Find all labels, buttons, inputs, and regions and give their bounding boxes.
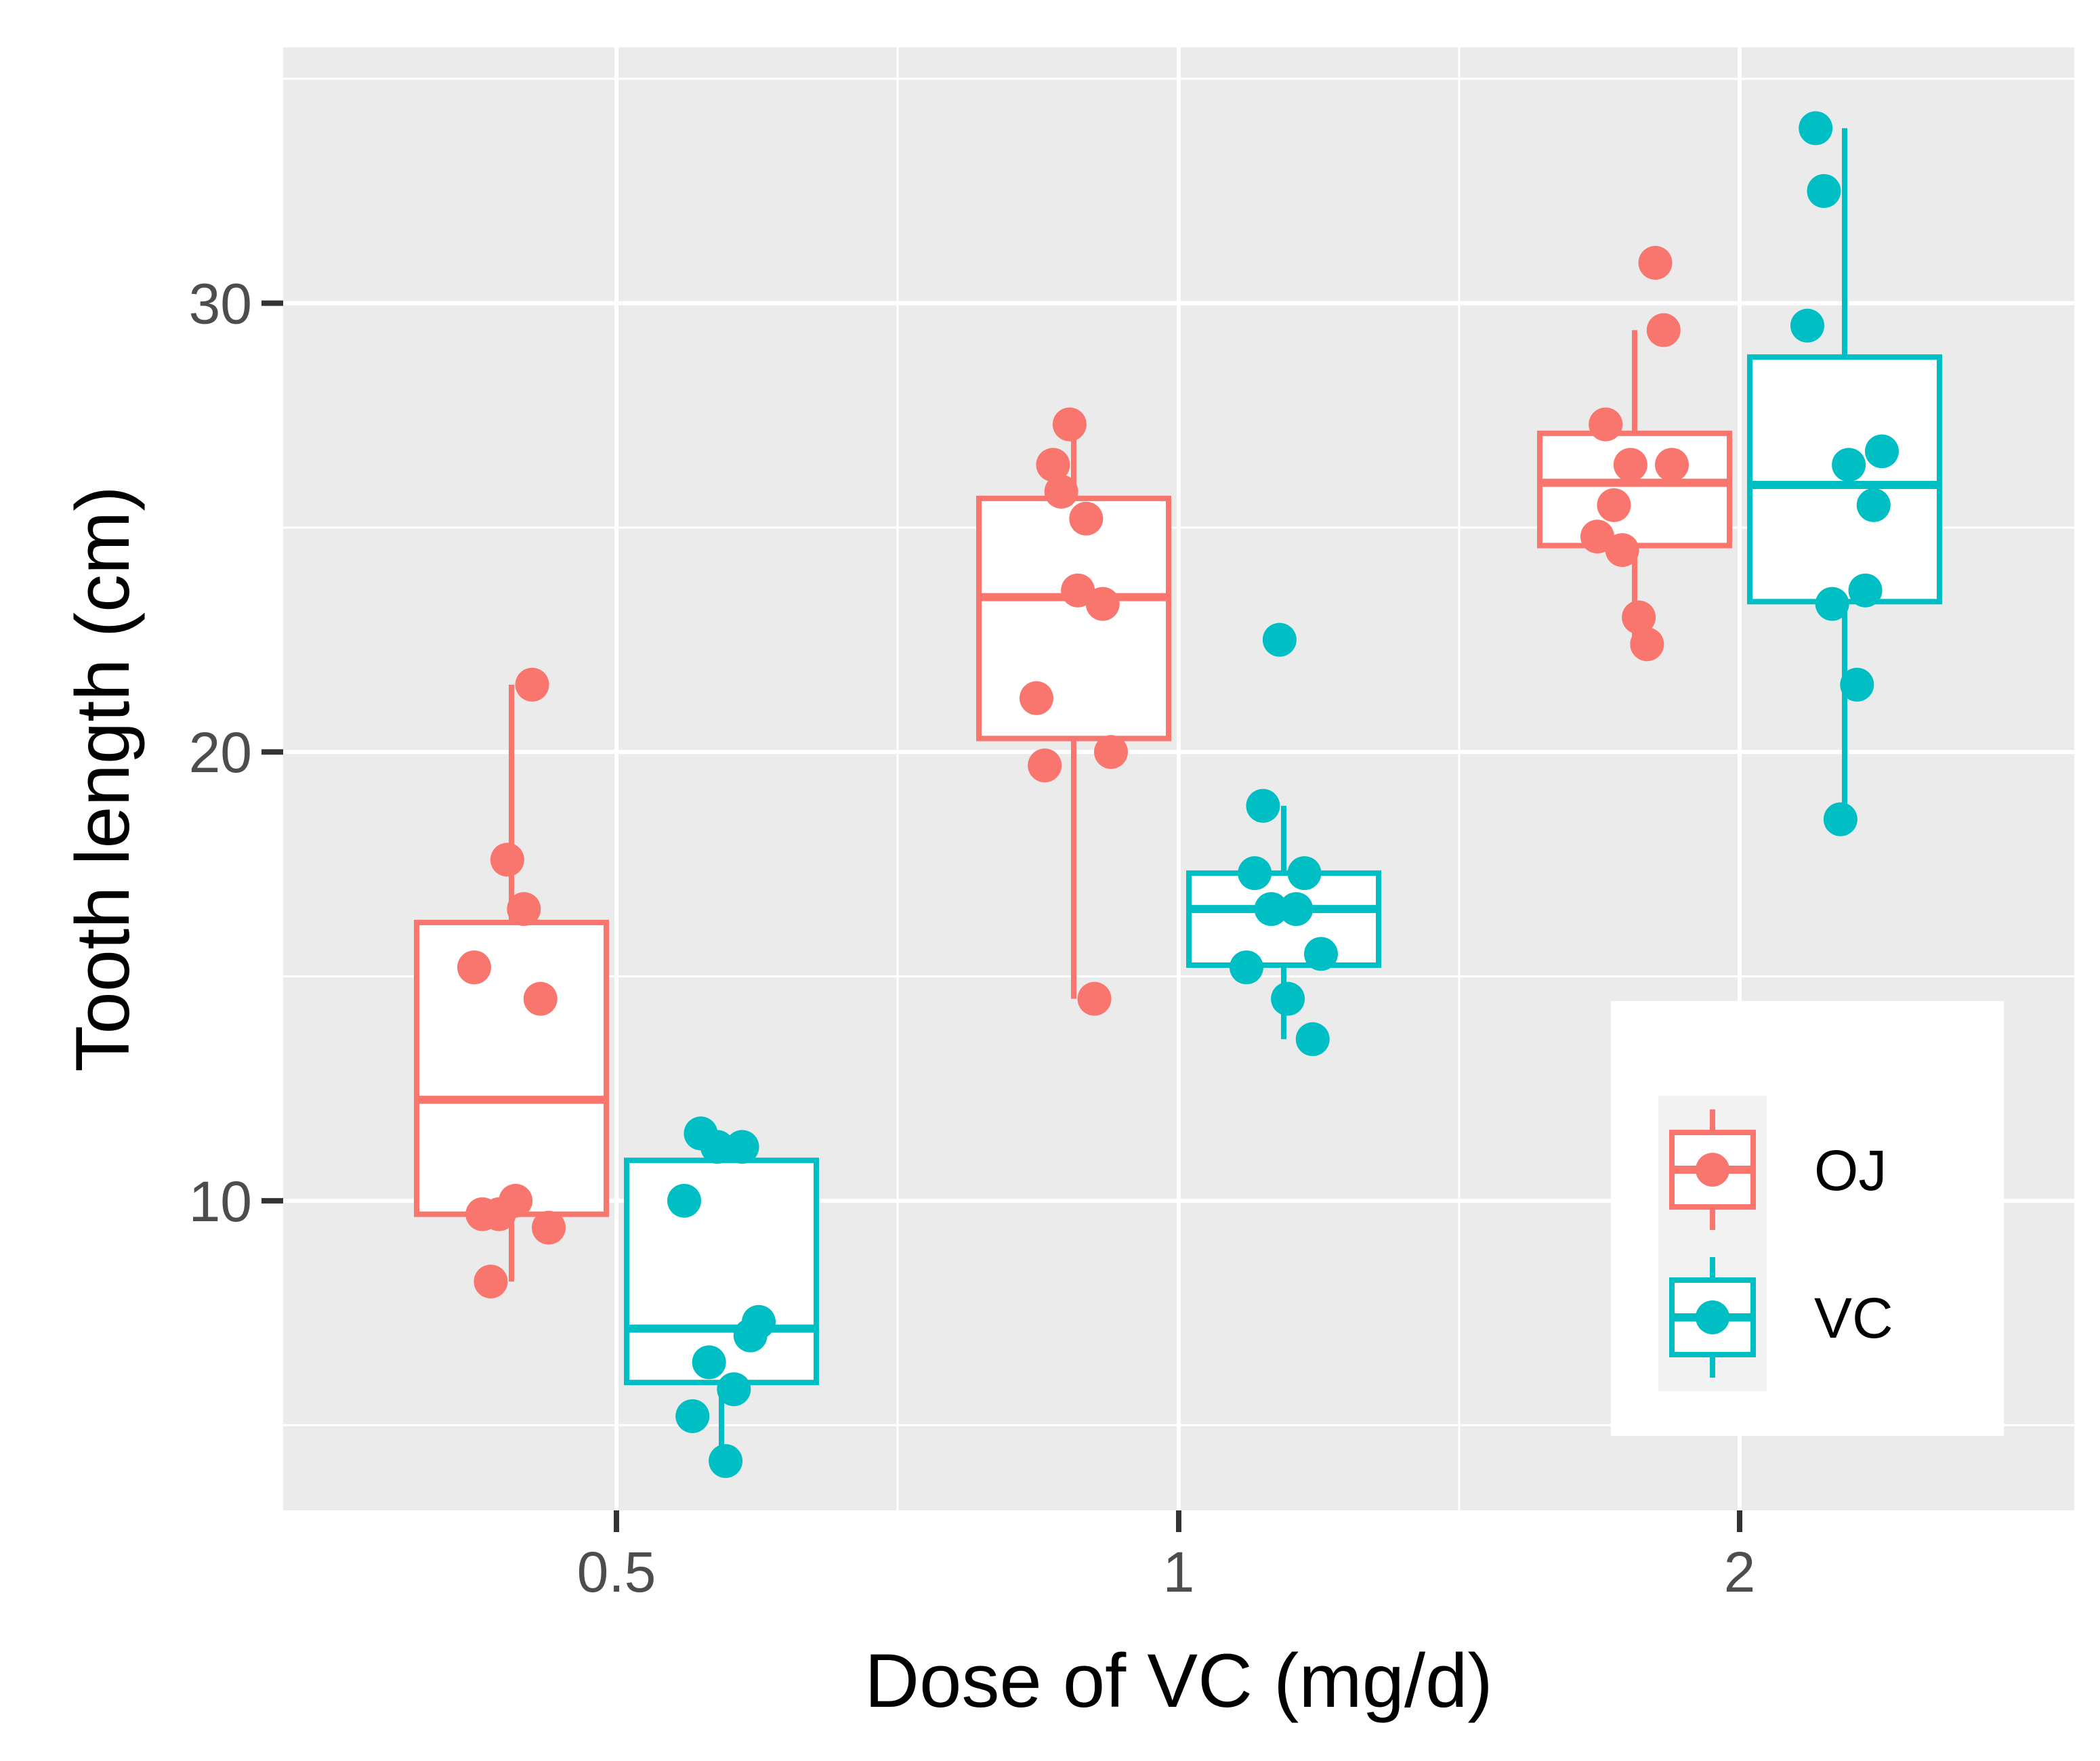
- oj-point-2: [1622, 600, 1656, 635]
- vc-point-1: [1295, 1022, 1330, 1057]
- oj-point-0.5: [457, 950, 491, 985]
- oj-point-1: [1052, 407, 1087, 442]
- vc-point-2: [1856, 488, 1891, 522]
- vc-point-0.5: [717, 1372, 751, 1407]
- oj-point-2: [1613, 448, 1647, 482]
- vc-point-0.5: [667, 1183, 701, 1218]
- oj-point-2: [1638, 246, 1673, 280]
- oj-point-1: [1077, 981, 1112, 1016]
- vc-point-0.5: [675, 1399, 710, 1433]
- oj-point-1: [1044, 474, 1078, 509]
- oj-point-0.5: [523, 981, 558, 1016]
- oj-point-2: [1605, 533, 1639, 568]
- oj-point-1: [1028, 748, 1062, 783]
- y-axis: 10 20 30: [189, 272, 283, 1233]
- vc-point-2: [1848, 573, 1883, 608]
- vc-point-1: [1262, 622, 1297, 657]
- x-tick-label: 2: [1724, 1540, 1756, 1604]
- x-tick-label: 0.5: [577, 1540, 656, 1604]
- boxplots: [414, 128, 1942, 1462]
- vc-point-1: [1287, 856, 1322, 891]
- legend: OJ VC: [1611, 1001, 2004, 1436]
- y-axis-title: Tooth length (cm): [60, 486, 145, 1072]
- vc-box-0.5: [624, 1158, 819, 1386]
- x-tick-label: 1: [1163, 1540, 1195, 1604]
- vc-point-2: [1832, 448, 1866, 482]
- vc-box-2: [1747, 354, 1942, 605]
- oj-point-1: [1085, 587, 1120, 621]
- oj-point-2: [1630, 627, 1664, 662]
- oj-point-1: [1061, 573, 1095, 608]
- vc-point-1: [1279, 892, 1314, 927]
- y-tick-label: 10: [189, 1170, 252, 1233]
- y-tick-label: 20: [189, 721, 252, 784]
- vc-point-0.5: [709, 1444, 743, 1479]
- vc-point-0.5: [700, 1130, 734, 1164]
- legend-keys: OJ VC: [1658, 1096, 1893, 1391]
- oj-point-1: [1036, 448, 1070, 482]
- vc-point-2: [1815, 587, 1849, 621]
- jitter-points: [457, 111, 1899, 1479]
- oj-point-0.5: [474, 1265, 508, 1299]
- vc-point-0.5: [733, 1318, 768, 1353]
- vc-point-1: [1238, 856, 1272, 891]
- legend-label-vc: VC: [1814, 1286, 1893, 1350]
- oj-point-0.5: [490, 843, 524, 877]
- y-tick-label: 30: [189, 272, 252, 336]
- oj-point-2: [1589, 407, 1623, 442]
- oj-point-2: [1580, 519, 1614, 554]
- x-axis-title: Dose of VC (mg/d): [864, 1638, 1492, 1723]
- vc-point-1: [1254, 892, 1288, 927]
- oj-point-2: [1597, 488, 1631, 522]
- oj-box-1: [976, 495, 1171, 742]
- oj-point-0.5: [515, 667, 549, 702]
- oj-point-0.5: [532, 1210, 566, 1245]
- legend-key-point: [1696, 1153, 1729, 1187]
- vc-point-2: [1799, 111, 1833, 146]
- oj-point-0.5: [507, 892, 541, 927]
- vc-point-1: [1304, 937, 1338, 971]
- oj-point-1: [1069, 501, 1104, 536]
- oj-point-2: [1646, 313, 1681, 347]
- vc-point-2: [1807, 174, 1841, 209]
- vc-point-0.5: [692, 1345, 726, 1380]
- legend-label-oj: OJ: [1814, 1139, 1887, 1202]
- vc-point-0.5: [725, 1130, 759, 1164]
- vc-point-1: [1271, 981, 1305, 1016]
- vc-point-2: [1840, 667, 1874, 702]
- oj-point-1: [1094, 735, 1128, 769]
- oj-point-1: [1020, 681, 1053, 715]
- vc-point-1: [1230, 950, 1263, 985]
- legend-key-point: [1696, 1300, 1729, 1334]
- vc-point-1: [1246, 788, 1280, 823]
- x-axis: 0.5 1 2: [577, 1510, 1756, 1604]
- oj-point-2: [1655, 448, 1689, 482]
- vc-point-2: [1865, 434, 1899, 469]
- oj-box-0.5: [414, 920, 609, 1217]
- vc-point-2: [1790, 308, 1824, 343]
- oj-point-0.5: [482, 1197, 516, 1231]
- vc-point-2: [1823, 802, 1857, 836]
